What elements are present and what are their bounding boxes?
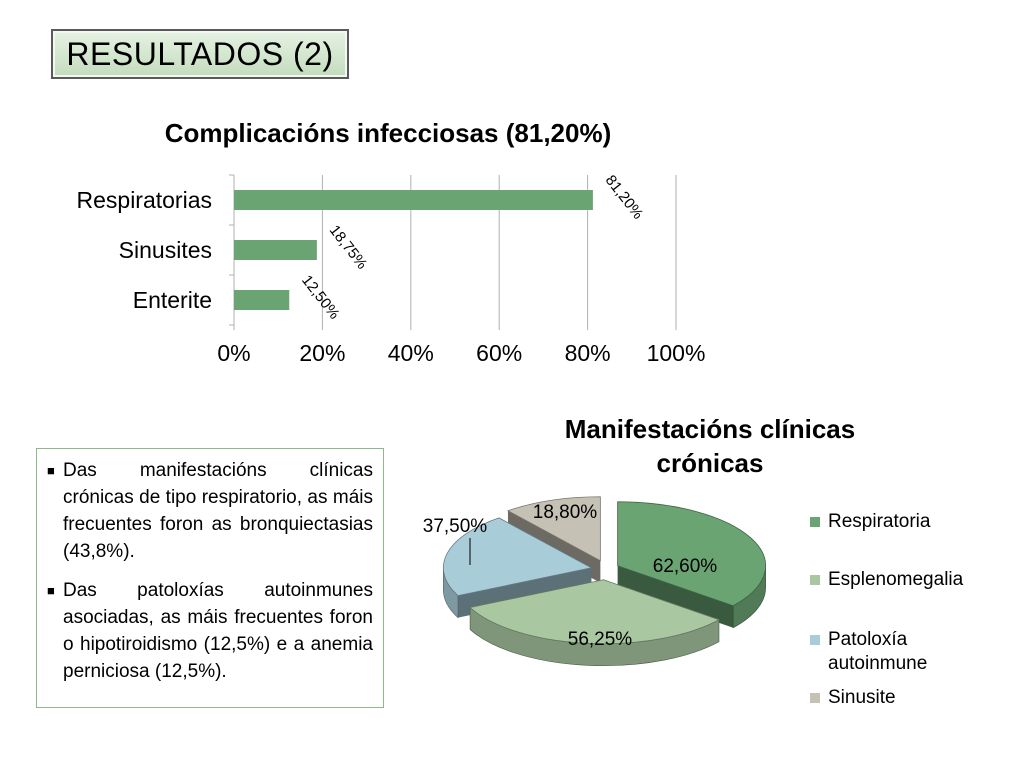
pie-slice-side: [617, 565, 734, 628]
bar: [234, 290, 290, 310]
legend-item: Patoloxía autoinmune: [810, 628, 1010, 676]
pie-slice-top: [442, 517, 593, 597]
legend-swatch: [810, 575, 820, 585]
legend-label: Patoloxía autoinmune: [828, 629, 928, 674]
pie-slice: [617, 501, 767, 629]
legend-swatch: [810, 693, 820, 703]
pie-data-label: 18,80%: [533, 502, 598, 523]
pie-chart: 62,60% 56,25% 37,50% 18,80%: [423, 496, 767, 667]
legend-swatch: [810, 517, 820, 527]
x-tick-label: 20%: [299, 340, 345, 366]
x-tick-label: 80%: [565, 340, 611, 366]
slide-title: RESULTADOS (2): [51, 29, 349, 79]
pie-data-label: 37,50%: [423, 516, 488, 537]
bar: [234, 240, 317, 260]
legend-label: Respiratoria: [828, 511, 931, 532]
pie-data-label: 62,60%: [653, 556, 718, 577]
pie-slice-top: [617, 501, 767, 607]
note-item: ■ Das patoloxías autoinmunes asociadas, …: [47, 577, 373, 685]
legend-item: Respiratoria: [810, 510, 1010, 534]
pie-chart-title: Manifestacións clínicas crónicas: [564, 414, 856, 478]
category-label: Respiratorias: [77, 187, 213, 213]
note-text: Das manifestacións clínicas crónicas de …: [63, 460, 373, 562]
bullet-icon: ■: [47, 583, 55, 598]
bar: [234, 190, 593, 210]
x-tick-label: 0%: [217, 340, 250, 366]
category-label: Enterite: [133, 287, 212, 313]
category-label: Sinusites: [119, 237, 212, 263]
note-item: ■ Das manifestacións clínicas crónicas d…: [47, 457, 373, 565]
pie-slice-top: [469, 579, 720, 645]
bullet-icon: ■: [47, 463, 55, 478]
note-text: Das patoloxías autoinmunes asociadas, as…: [63, 580, 373, 682]
pie-slice-top: [506, 496, 601, 562]
bar-chart-title: Complicacións infecciosas (81,20%): [164, 118, 612, 148]
x-tick-label: 100%: [647, 340, 706, 366]
legend-label: Sinusite: [828, 687, 896, 708]
x-tick-label: 60%: [476, 340, 522, 366]
x-tick-label: 40%: [388, 340, 434, 366]
legend-swatch: [810, 635, 820, 645]
legend-item: Sinusite: [810, 686, 1010, 710]
notes-box: ■ Das manifestacións clínicas crónicas d…: [36, 448, 384, 708]
pie-data-label: 56,25%: [568, 629, 633, 650]
legend-item: Esplenomegalia: [810, 568, 1010, 592]
pie-slice: [469, 579, 720, 667]
legend-label: Esplenomegalia: [828, 569, 964, 590]
data-label: 81,20%: [602, 172, 647, 223]
data-label: 12,50%: [298, 272, 343, 323]
bar-chart: Respiratorias 81,20% Sinusites 18,75% Enteri…: [77, 172, 706, 366]
data-label: 18,75%: [326, 222, 371, 273]
